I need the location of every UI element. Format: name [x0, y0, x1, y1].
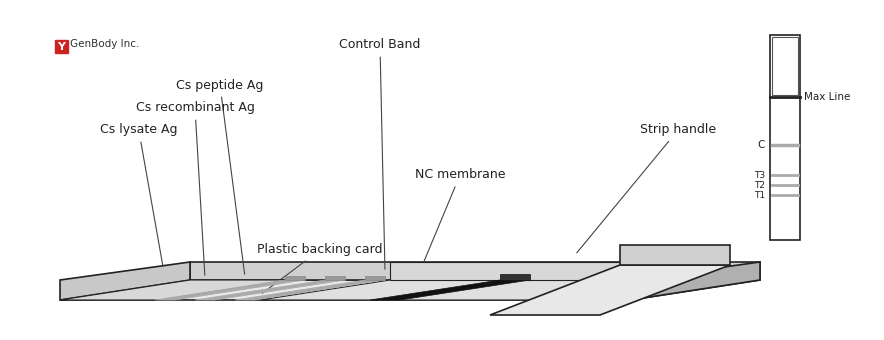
Polygon shape: [235, 280, 385, 300]
Text: Control Band: Control Band: [339, 38, 421, 269]
Text: T2: T2: [754, 181, 765, 189]
Polygon shape: [325, 276, 345, 280]
Bar: [772, 37, 798, 95]
Text: Cs recombinant Ag: Cs recombinant Ag: [135, 102, 255, 275]
Polygon shape: [60, 280, 760, 300]
Polygon shape: [500, 274, 530, 280]
Text: NC membrane: NC membrane: [411, 169, 506, 292]
Text: Strip handle: Strip handle: [576, 123, 716, 253]
Text: Plastic backing card: Plastic backing card: [257, 243, 383, 293]
Polygon shape: [370, 280, 530, 300]
Text: T1: T1: [754, 190, 765, 200]
Polygon shape: [285, 276, 305, 280]
Text: C: C: [758, 140, 765, 150]
FancyBboxPatch shape: [55, 40, 68, 53]
Text: T3: T3: [754, 170, 765, 180]
Text: Cs peptide Ag: Cs peptide Ag: [176, 79, 263, 274]
Polygon shape: [260, 280, 690, 300]
Polygon shape: [60, 262, 190, 300]
Polygon shape: [365, 276, 385, 280]
Polygon shape: [60, 280, 290, 300]
Polygon shape: [190, 262, 760, 280]
Text: Y: Y: [57, 41, 65, 51]
Polygon shape: [390, 262, 690, 280]
Text: Max Line: Max Line: [804, 92, 850, 102]
Polygon shape: [195, 280, 345, 300]
Polygon shape: [155, 280, 305, 300]
Text: GenBody Inc.: GenBody Inc.: [70, 39, 140, 49]
Polygon shape: [490, 265, 730, 315]
Polygon shape: [630, 262, 760, 300]
Bar: [770, 35, 800, 240]
Polygon shape: [620, 245, 730, 265]
Text: Cs lysate Ag: Cs lysate Ag: [100, 123, 178, 275]
